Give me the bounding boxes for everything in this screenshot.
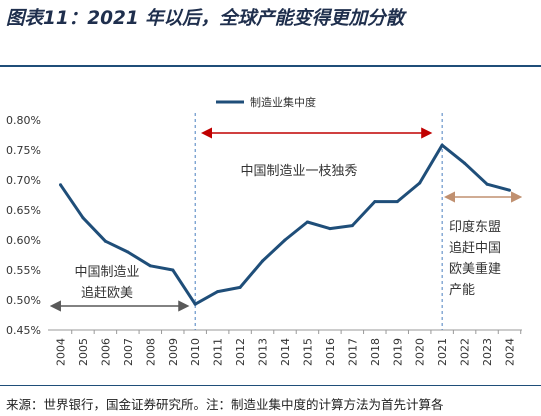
y-tick-label: 0.70%: [6, 174, 41, 187]
x-tick-label: 2009: [167, 338, 180, 366]
data-point-2011: [216, 290, 220, 294]
data-point-2005: [81, 216, 85, 220]
data-point-2010: [193, 302, 197, 306]
x-tick-label: 2012: [234, 338, 247, 366]
x-tick-label: 2024: [504, 338, 517, 366]
y-tick-label: 0.80%: [6, 114, 41, 127]
x-tick-label: 2014: [279, 338, 292, 366]
legend: 制造业集中度: [216, 95, 316, 109]
bottom-rule: [0, 385, 541, 386]
x-tick-label: 2023: [481, 338, 494, 366]
data-point-2023: [485, 182, 489, 186]
y-tick-label: 0.45%: [6, 324, 41, 337]
data-point-2024: [508, 188, 511, 192]
data-point-2014: [283, 238, 287, 242]
top-rule: [0, 65, 541, 67]
x-tick-label: 2008: [144, 338, 157, 366]
data-point-2021: [440, 143, 444, 147]
y-tick-label: 0.55%: [6, 264, 41, 277]
figure-title: 图表11：2021 年以后，全球产能变得更加分散: [6, 8, 405, 29]
data-point-2017: [350, 224, 354, 228]
data-point-2006: [103, 239, 107, 243]
data-point-2008: [148, 264, 152, 268]
y-tick-label: 0.75%: [6, 144, 41, 157]
x-tick-label: 2006: [99, 338, 112, 366]
x-tick-label: 2005: [77, 338, 90, 366]
annotation-text: 中国制造业追赶欧美: [74, 265, 139, 301]
annotation-line: 中国制造业一枝独秀: [240, 164, 357, 179]
data-point-2020: [418, 181, 422, 185]
y-tick-label: 0.60%: [6, 234, 41, 247]
annotation-line: 印度东盟: [449, 219, 501, 235]
x-tick-label: 2017: [346, 338, 359, 366]
data-point-2019: [395, 200, 399, 204]
x-tick-label: 2022: [459, 338, 472, 366]
source-note: 来源：世界银行，国金证券研究所。注：制造业集中度的计算方法为首先计算各: [6, 397, 444, 412]
data-point-2015: [305, 220, 309, 224]
y-tick-label: 0.65%: [6, 204, 41, 217]
x-tick-label: 2016: [324, 338, 337, 366]
data-point-2009: [171, 268, 175, 272]
x-tick-label: 2020: [414, 338, 427, 366]
annotation-line: 产能: [449, 283, 475, 298]
data-point-2013: [261, 259, 265, 263]
annotation-line: 追赶欧美: [81, 285, 133, 301]
chart: 制造业集中度 0.45% 0.50% 0.55% 0.60% 0.65% 0.70% 0.7…: [6, 95, 523, 366]
data-point-2018: [373, 200, 377, 204]
x-tick-label: 2019: [391, 338, 404, 366]
series: [59, 143, 511, 306]
y-axis: 0.45% 0.50% 0.55% 0.60% 0.65% 0.70% 0.75% 0.80%: [6, 114, 41, 337]
annotation-text: 印度东盟追赶中国欧美重建产能: [449, 219, 501, 298]
x-tick-label: 2004: [55, 338, 68, 366]
annotation-line: 欧美重建: [449, 261, 501, 277]
x-tick-label: 2010: [189, 338, 202, 366]
data-point-2016: [328, 227, 332, 231]
data-point-2012: [238, 285, 242, 289]
y-tick-label: 0.50%: [6, 294, 41, 307]
annotation-text: 中国制造业一枝独秀: [240, 164, 357, 179]
x-tick-label: 2018: [369, 338, 382, 366]
legend-label: 制造业集中度: [250, 95, 316, 109]
x-tick-label: 2021: [436, 338, 449, 366]
data-point-2007: [126, 250, 130, 254]
dividers: [194, 113, 443, 330]
x-tick-label: 2015: [301, 338, 314, 366]
x-tick-label: 2007: [122, 338, 135, 366]
annotation-line: 追赶中国: [449, 240, 501, 256]
x-tick-label: 2013: [257, 338, 270, 366]
x-axis: 2004 2005 2006 2007 2008 2009 2010 2011 2012 2013…: [48, 329, 522, 366]
data-point-2022: [463, 161, 467, 165]
x-tick-label: 2011: [212, 338, 225, 366]
data-point-2004: [59, 183, 62, 187]
annotation-line: 中国制造业: [74, 265, 139, 280]
